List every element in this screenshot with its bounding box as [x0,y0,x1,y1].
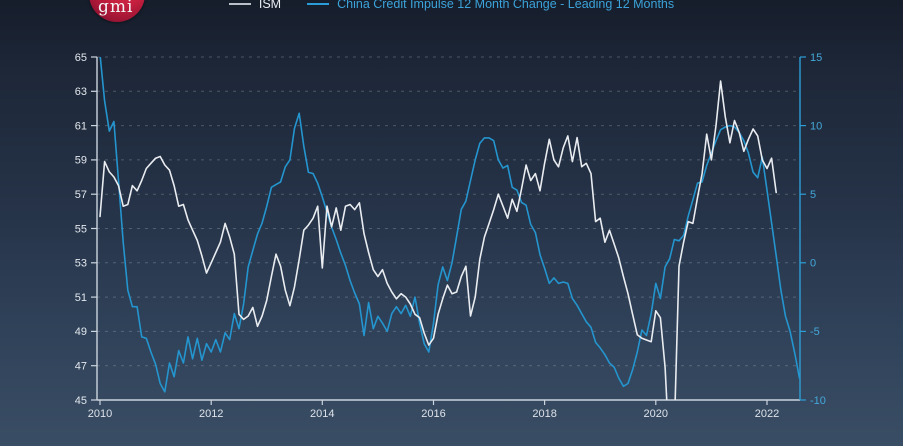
right-axis-tick-label: -5 [810,326,820,338]
series-line-china-credit-impulse [99,57,800,393]
gmi-logo: gmi [89,0,159,30]
right-axis-tick-label: 10 [810,120,822,132]
legend-label-ism: ISM [258,0,282,11]
left-axis-tick-label: 59 [75,155,87,167]
chart-legend: ISM China Credit Impulse 12 Month Change… [0,0,903,11]
legend-label-china-credit-impulse: China Credit Impulse 12 Month Change - L… [337,0,675,11]
left-axis-tick-label: 55 [75,223,87,235]
legend-swatch-china-credit-impulse [307,3,330,5]
x-axis-tick-label: 2012 [199,408,223,420]
right-axis-tick-label: -10 [810,395,826,407]
x-axis-tick-label: 2016 [421,408,445,420]
right-axis-tick-label: 15 [810,52,822,64]
left-axis-tick-label: 63 [75,86,87,98]
x-axis-tick-label: 2010 [88,408,112,420]
legend-item-china-credit-impulse: China Credit Impulse 12 Month Change - L… [307,0,674,11]
right-axis-tick-label: 0 [810,258,816,270]
left-axis-tick-label: 53 [75,258,87,270]
series-line-ism [99,80,778,400]
x-axis-tick-label: 2020 [644,408,668,420]
gmi-logo-text: gmi [98,0,134,17]
legend-item-ism: ISM [228,0,282,11]
x-axis-tick-label: 2018 [532,408,556,420]
gmi-logo-circle [89,0,145,22]
left-axis-tick-label: 57 [75,189,87,201]
left-axis-tick-label: 61 [75,120,87,132]
left-axis-tick-label: 49 [75,326,87,338]
legend-swatch-ism [228,3,251,5]
x-axis-tick-label: 2014 [310,408,334,420]
right-axis-tick-label: 5 [810,189,816,201]
left-axis-tick-label: 65 [75,52,87,64]
x-axis-tick-label: 2022 [755,408,779,420]
left-axis-tick-label: 47 [75,361,87,373]
left-axis-tick-label: 51 [75,292,87,304]
left-axis-tick-label: 45 [75,395,87,407]
